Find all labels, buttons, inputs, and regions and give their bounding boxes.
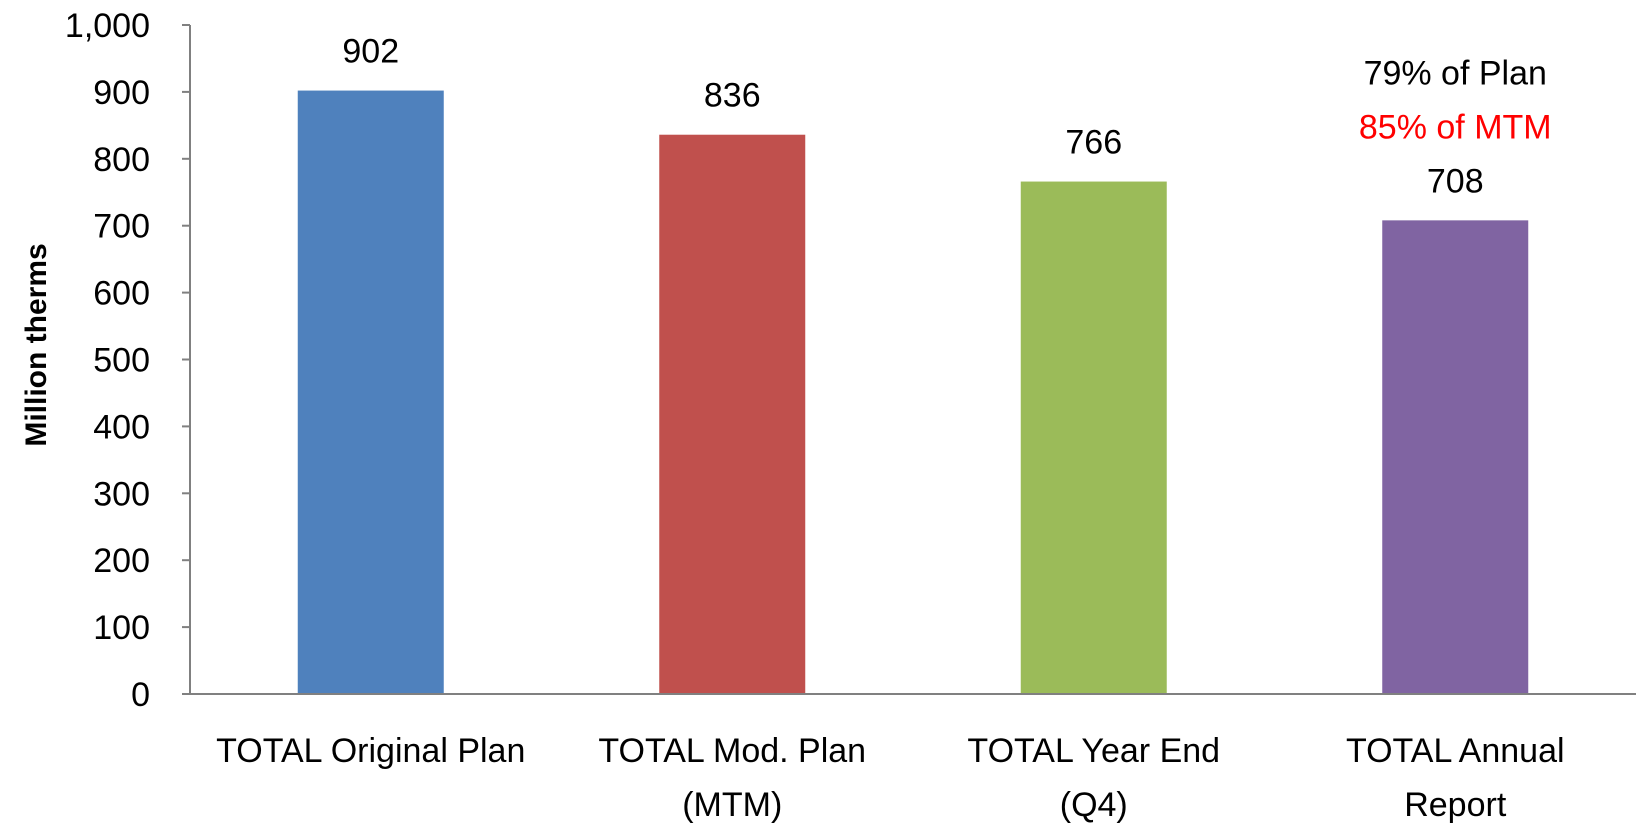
data-label: 766 — [1065, 124, 1122, 162]
y-tick-label: 200 — [93, 542, 150, 580]
x-tick-label: (MTM) — [682, 786, 782, 824]
y-tick-label: 800 — [93, 141, 150, 179]
y-tick-label: 0 — [131, 676, 150, 714]
y-tick-label: 100 — [93, 609, 150, 647]
annotations: 79% of Plan 85% of MTM — [1359, 54, 1552, 146]
bars — [297, 90, 1529, 694]
annotation: 79% of Plan — [1364, 54, 1547, 92]
y-tick-label: 900 — [93, 74, 150, 112]
bar — [297, 90, 444, 694]
x-tick-label: TOTAL Original Plan — [216, 732, 525, 770]
y-tick-label: 1,000 — [65, 7, 150, 45]
data-label: 836 — [704, 77, 761, 115]
bar — [1382, 220, 1529, 694]
y-tick-label: 500 — [93, 342, 150, 380]
y-tick-label: 300 — [93, 475, 150, 513]
x-tick-label: TOTAL Mod. Plan — [598, 732, 866, 770]
y-tick-label: 400 — [93, 408, 150, 446]
data-label: 902 — [342, 33, 399, 71]
x-axis-labels: TOTAL Original Plan TOTAL Mod. Plan (MTM) T… — [216, 732, 1564, 824]
y-tick-label: 600 — [93, 275, 150, 313]
data-labels: 902 836 766 708 — [342, 33, 1483, 201]
y-axis-label: Million therms — [20, 243, 53, 446]
x-tick-label: TOTAL Year End — [967, 732, 1220, 770]
bar — [1020, 181, 1167, 694]
y-axis-ticks: 0 100 200 300 400 500 600 700 800 900 1,000 — [65, 7, 190, 714]
y-tick-label: 700 — [93, 208, 150, 246]
x-tick-label: Report — [1404, 786, 1507, 824]
data-label: 708 — [1427, 162, 1484, 200]
x-tick-label: (Q4) — [1060, 786, 1128, 824]
x-tick-label: TOTAL Annual — [1346, 732, 1565, 770]
bar — [659, 134, 806, 694]
annotation: 85% of MTM — [1359, 108, 1552, 146]
y-axis-label-group: Million therms — [20, 243, 53, 446]
